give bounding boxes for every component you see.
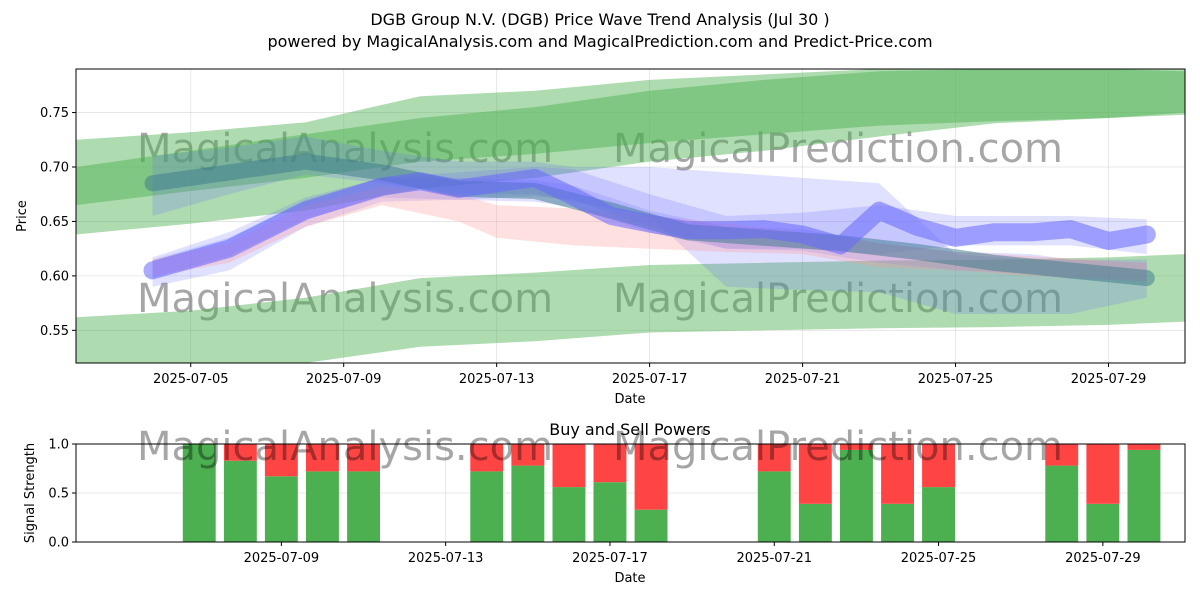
sell-power-bar <box>593 444 627 483</box>
price-x-tick-label: 2025-07-13 <box>459 372 535 387</box>
buy-power-bar <box>223 460 257 542</box>
watermark-text: MagicalPrediction.com <box>613 276 1063 322</box>
signal-y-tick-label: 1.0 <box>48 438 69 453</box>
signal-x-axis-label: Date <box>614 571 645 586</box>
watermark-text: MagicalPrediction.com <box>613 424 1063 470</box>
price-x-axis-label: Date <box>614 392 645 407</box>
price-y-tick-label: 0.70 <box>40 161 69 176</box>
figure-title: DGB Group N.V. (DGB) Price Wave Trend An… <box>370 10 829 29</box>
price-x-tick-label: 2025-07-21 <box>765 372 841 387</box>
watermark-text: MagicalAnalysis.com <box>137 424 553 470</box>
green-forecast-band <box>76 254 1185 363</box>
price-y-tick-label: 0.60 <box>40 269 69 284</box>
price-x-tick-label: 2025-07-29 <box>1071 372 1147 387</box>
sell-power-bar <box>840 444 873 450</box>
price-x-tick-label: 2025-07-17 <box>612 372 688 387</box>
price-y-tick-label: 0.55 <box>40 324 69 339</box>
signal-x-tick-label: 2025-07-21 <box>736 551 812 566</box>
sell-power-bar <box>1086 444 1120 504</box>
buy-power-bar <box>264 476 298 542</box>
sell-power-bar <box>922 444 955 488</box>
sell-power-bar <box>1127 444 1161 450</box>
buy-power-bar <box>1045 465 1079 542</box>
signal-y-axis-label: Signal Strength <box>23 443 38 543</box>
signal-plot-area <box>182 444 1161 542</box>
buy-power-bar <box>347 471 380 542</box>
buy-power-bar <box>1086 503 1120 542</box>
buy-power-bar <box>511 465 545 542</box>
buy-power-bar <box>552 487 586 542</box>
sell-power-bar <box>634 444 668 510</box>
buy-power-bar <box>840 449 873 542</box>
price-y-tick-label: 0.65 <box>40 215 69 230</box>
buy-power-bar <box>634 509 668 542</box>
signal-chart-title: Buy and Sell Powers <box>549 420 711 439</box>
price-x-tick-label: 2025-07-25 <box>918 372 994 387</box>
sell-power-bar <box>1045 444 1079 466</box>
buy-power-bar <box>1127 449 1161 542</box>
signal-x-tick-label: 2025-07-13 <box>408 551 484 566</box>
figure-subtitle: powered by MagicalAnalysis.com and Magic… <box>267 32 932 51</box>
buy-power-bar <box>922 487 955 542</box>
price-plot-area <box>76 69 1185 363</box>
price-x-tick-label: 2025-07-09 <box>306 372 382 387</box>
blue-wave-line <box>143 168 1156 280</box>
buy-power-bar <box>182 444 216 542</box>
sell-power-bar <box>798 444 832 504</box>
price-axes: 2025-07-05 2025-07-09 2025-07-13 2025-07-17… <box>40 106 1146 387</box>
price-watermarks: MagicalAnalysis.com MagicalPrediction.co… <box>137 126 1063 322</box>
sell-power-bar <box>757 444 791 472</box>
buy-power-bar <box>881 503 914 542</box>
buy-power-bar <box>798 503 832 542</box>
sell-power-bar <box>470 444 504 472</box>
sell-power-bar <box>511 444 545 466</box>
sell-power-bar <box>306 444 339 472</box>
sell-power-bar <box>347 444 380 472</box>
sell-power-bar <box>223 444 257 461</box>
price-y-tick-label: 0.75 <box>40 106 69 121</box>
signal-axes: 2025-07-09 2025-07-13 2025-07-17 2025-07-21… <box>48 438 1140 567</box>
sell-power-bar <box>264 444 298 477</box>
buy-power-bar <box>593 482 627 542</box>
buy-power-bar <box>306 471 339 542</box>
watermark-text: MagicalPrediction.com <box>613 126 1063 172</box>
signal-x-tick-label: 2025-07-29 <box>1065 551 1141 566</box>
price-x-tick-label: 2025-07-05 <box>153 372 229 387</box>
buy-power-bar <box>470 471 504 542</box>
sell-power-bar <box>881 444 914 504</box>
price-y-axis-label: Price <box>15 200 30 232</box>
price-axes-frame <box>75 68 1186 364</box>
watermark-text: MagicalAnalysis.com <box>137 276 553 322</box>
signal-x-tick-label: 2025-07-17 <box>572 551 648 566</box>
signal-y-tick-label: 0.0 <box>48 536 69 551</box>
buy-power-bar <box>757 471 791 542</box>
signal-x-tick-label: 2025-07-09 <box>244 551 320 566</box>
signal-watermarks: MagicalAnalysis.com MagicalPrediction.co… <box>137 424 1063 470</box>
sell-power-bar <box>552 444 586 488</box>
signal-x-tick-label: 2025-07-25 <box>901 551 977 566</box>
signal-y-tick-label: 0.5 <box>48 487 69 502</box>
